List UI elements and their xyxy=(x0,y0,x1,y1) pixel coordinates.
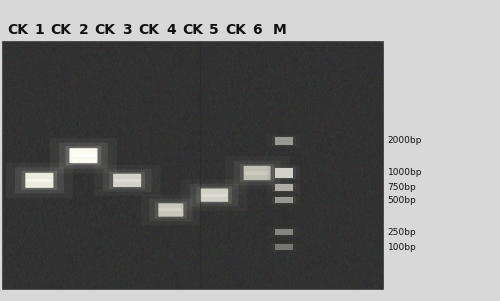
Bar xyxy=(245,171,270,175)
FancyBboxPatch shape xyxy=(225,156,289,190)
Bar xyxy=(272,244,295,250)
FancyBboxPatch shape xyxy=(6,163,73,198)
Bar xyxy=(268,165,300,182)
Text: 1: 1 xyxy=(34,23,44,37)
Text: CK: CK xyxy=(94,23,116,37)
Text: CK: CK xyxy=(225,23,246,37)
Text: 2000bp: 2000bp xyxy=(388,136,422,145)
Text: 500bp: 500bp xyxy=(388,196,416,205)
FancyBboxPatch shape xyxy=(240,164,274,182)
Text: 250bp: 250bp xyxy=(388,228,416,237)
Bar xyxy=(272,228,295,236)
Bar xyxy=(268,242,300,252)
Text: 6: 6 xyxy=(252,23,262,37)
Text: 1000bp: 1000bp xyxy=(388,169,422,178)
FancyBboxPatch shape xyxy=(149,199,192,221)
Text: 100bp: 100bp xyxy=(388,243,416,252)
FancyBboxPatch shape xyxy=(50,138,117,173)
Bar xyxy=(26,179,52,182)
FancyBboxPatch shape xyxy=(70,148,98,163)
Bar xyxy=(274,244,293,250)
FancyBboxPatch shape xyxy=(109,172,145,189)
FancyBboxPatch shape xyxy=(22,171,58,190)
FancyBboxPatch shape xyxy=(155,202,187,219)
Bar xyxy=(272,183,295,192)
FancyBboxPatch shape xyxy=(190,184,238,206)
Text: 3: 3 xyxy=(122,23,132,37)
Text: M: M xyxy=(273,23,287,37)
FancyBboxPatch shape xyxy=(244,166,270,180)
Bar xyxy=(114,179,140,182)
FancyBboxPatch shape xyxy=(234,161,280,185)
FancyBboxPatch shape xyxy=(59,143,108,169)
Bar xyxy=(70,154,97,157)
Bar xyxy=(272,167,295,179)
FancyBboxPatch shape xyxy=(102,169,152,192)
Bar xyxy=(272,136,295,146)
FancyBboxPatch shape xyxy=(196,187,232,203)
FancyBboxPatch shape xyxy=(180,180,248,211)
Text: CK: CK xyxy=(50,23,71,37)
FancyBboxPatch shape xyxy=(66,146,102,165)
Bar xyxy=(268,227,300,237)
FancyBboxPatch shape xyxy=(113,174,141,187)
Bar xyxy=(268,134,300,148)
FancyBboxPatch shape xyxy=(26,173,54,188)
Text: 5: 5 xyxy=(210,23,219,37)
Text: 750bp: 750bp xyxy=(388,183,416,192)
Bar xyxy=(274,137,293,145)
Bar xyxy=(274,168,293,178)
Text: 2: 2 xyxy=(78,23,88,37)
Bar xyxy=(272,196,295,204)
Bar xyxy=(201,194,227,197)
Bar xyxy=(160,209,182,212)
Bar xyxy=(268,182,300,194)
FancyBboxPatch shape xyxy=(94,165,160,196)
FancyBboxPatch shape xyxy=(15,167,64,193)
Bar xyxy=(274,184,293,191)
Text: CK: CK xyxy=(7,23,28,37)
Text: 4: 4 xyxy=(166,23,175,37)
Text: CK: CK xyxy=(138,23,160,37)
FancyBboxPatch shape xyxy=(158,203,184,217)
FancyBboxPatch shape xyxy=(141,194,201,225)
Bar xyxy=(274,229,293,235)
Text: CK: CK xyxy=(182,23,203,37)
FancyBboxPatch shape xyxy=(200,188,228,202)
Bar xyxy=(274,197,293,203)
Bar xyxy=(268,194,300,206)
